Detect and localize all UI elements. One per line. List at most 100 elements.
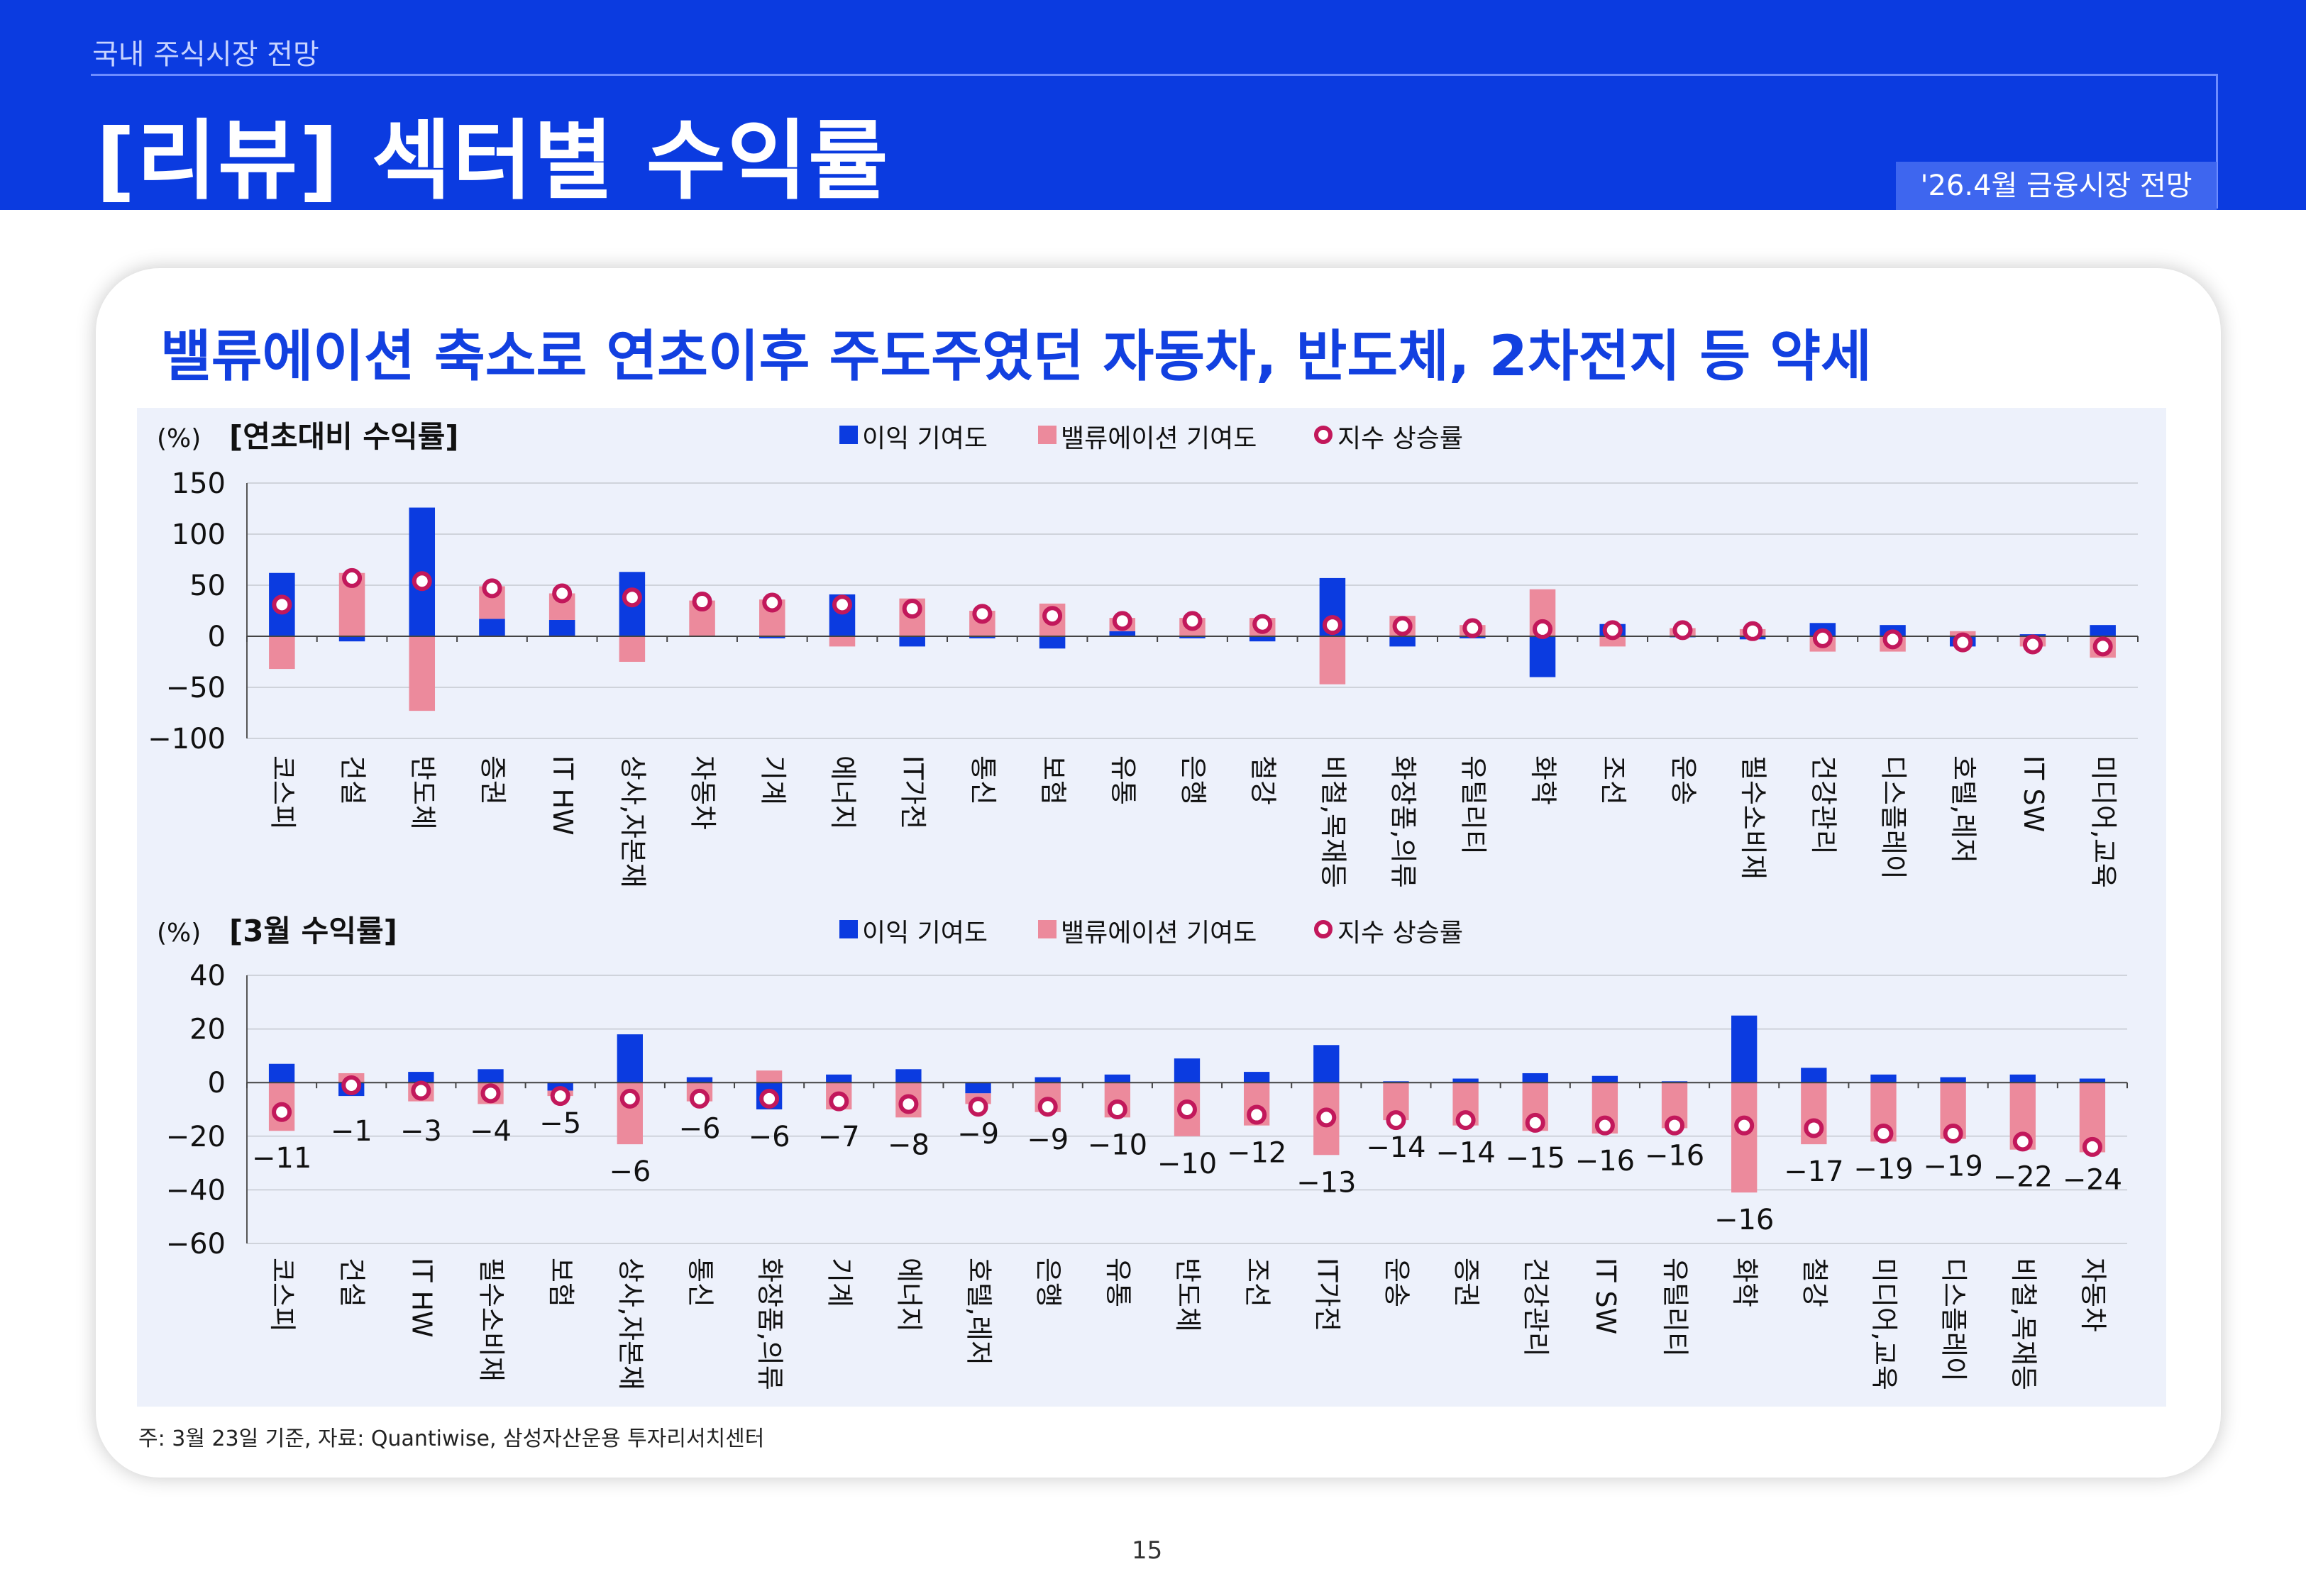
bar-valuation bbox=[269, 636, 295, 670]
data-label: −1 bbox=[331, 1115, 373, 1148]
page-header: 국내 주식시장 전망 [리뷰] 섹터별 수익률 '26.4월 금융시장 전망 bbox=[0, 0, 2306, 211]
legend-marker-index bbox=[1314, 920, 1333, 938]
data-label: −10 bbox=[1157, 1148, 1217, 1180]
index-point bbox=[342, 567, 363, 588]
source-note: 주: 3월 23일 기준, 자료: Quantiwise, 삼성자산운용 투자리… bbox=[138, 1426, 765, 1451]
y-tick-label: 100 bbox=[172, 519, 226, 551]
category-label: IT SW bbox=[1590, 1258, 1621, 1334]
category-label: 유틸리티 bbox=[1660, 1258, 1691, 1357]
legend-swatch-earnings bbox=[839, 920, 858, 938]
data-label: −16 bbox=[1714, 1204, 1774, 1236]
bar-earnings bbox=[2090, 625, 2116, 636]
data-label: −17 bbox=[1784, 1156, 1843, 1188]
category-label: 철강 bbox=[1247, 755, 1279, 805]
index-point bbox=[1177, 1099, 1197, 1119]
category-label: 유통 bbox=[1108, 755, 1139, 805]
index-point bbox=[689, 1088, 710, 1109]
category-label: 디스플레이 bbox=[1938, 1258, 1970, 1382]
bar-earnings bbox=[826, 1074, 852, 1083]
bar-earnings bbox=[479, 619, 505, 636]
bar-earnings bbox=[548, 619, 575, 636]
y-tick-label: −40 bbox=[166, 1174, 226, 1207]
legend-label: 지수 상승률 bbox=[1337, 424, 1463, 453]
category-label: 상사,자본재 bbox=[615, 1258, 646, 1390]
page-title: [리뷰] 섹터별 수익률 bbox=[96, 111, 890, 211]
category-label: 건설 bbox=[336, 1258, 368, 1307]
index-point bbox=[1392, 616, 1413, 636]
index-point bbox=[898, 1094, 919, 1114]
y-tick-label: 40 bbox=[189, 960, 226, 992]
legend-label: 이익 기여도 bbox=[862, 919, 988, 948]
index-point bbox=[1812, 628, 1833, 648]
bar-earnings bbox=[1870, 1074, 1897, 1083]
category-label: 화학 bbox=[1528, 755, 1559, 805]
bar-earnings bbox=[478, 1069, 504, 1083]
category-label: 건강관리 bbox=[1521, 1258, 1552, 1357]
index-point bbox=[1252, 614, 1273, 634]
data-label: −10 bbox=[1088, 1129, 1147, 1161]
category-label: 은행 bbox=[1178, 755, 1209, 805]
bar-earnings bbox=[1731, 1015, 1758, 1083]
category-label: 조선 bbox=[1598, 755, 1629, 805]
index-point bbox=[1316, 1107, 1337, 1128]
data-label: −6 bbox=[609, 1156, 651, 1188]
legend-label: 밸류에이션 기여도 bbox=[1061, 424, 1257, 453]
bar-earnings bbox=[1249, 636, 1276, 642]
bar-earnings bbox=[1039, 636, 1066, 649]
bar-valuation bbox=[1731, 1082, 1758, 1193]
legend-label: 지수 상승률 bbox=[1337, 919, 1463, 948]
index-point bbox=[968, 1097, 988, 1117]
category-label: 호텔,레저 bbox=[964, 1258, 995, 1365]
bar-valuation bbox=[829, 636, 856, 647]
bar-earnings bbox=[1243, 1072, 1270, 1083]
data-label: −19 bbox=[1923, 1151, 1982, 1183]
category-label: 비철,목재등 bbox=[2008, 1258, 2039, 1390]
bar-earnings bbox=[969, 636, 995, 638]
data-label: −3 bbox=[400, 1115, 442, 1148]
data-label: −6 bbox=[678, 1113, 720, 1146]
index-point bbox=[1665, 1115, 1685, 1136]
index-point bbox=[411, 1080, 431, 1101]
y-tick-label: 0 bbox=[208, 621, 226, 653]
index-point bbox=[482, 578, 502, 599]
bar-earnings bbox=[1313, 1045, 1340, 1083]
index-point bbox=[272, 594, 292, 615]
category-label: 운송 bbox=[1667, 755, 1699, 805]
category-label: IT HW bbox=[406, 1258, 437, 1338]
index-point bbox=[341, 1075, 362, 1095]
category-label: 호텔,레저 bbox=[1948, 755, 1979, 863]
index-point bbox=[1672, 620, 1693, 641]
data-label: −16 bbox=[1645, 1139, 1704, 1172]
legend-swatch-valuation bbox=[1038, 920, 1057, 938]
category-label: IT HW bbox=[547, 755, 578, 836]
bar-earnings bbox=[1174, 1058, 1201, 1083]
edition-badge: '26.4월 금융시장 전망 bbox=[1896, 162, 2217, 210]
bar-valuation bbox=[756, 1070, 783, 1083]
index-point bbox=[1112, 611, 1132, 631]
category-label: 필수소비재 bbox=[1738, 755, 1769, 880]
category-label: IT가전 bbox=[1311, 1258, 1342, 1331]
category-label: 미디어,교육 bbox=[1868, 1258, 1899, 1390]
index-point bbox=[552, 583, 573, 604]
bar-earnings bbox=[1940, 1077, 1966, 1083]
data-label: −8 bbox=[888, 1129, 929, 1161]
index-point bbox=[1462, 618, 1483, 638]
data-label: −6 bbox=[749, 1121, 790, 1153]
index-point bbox=[1182, 611, 1203, 631]
bar-earnings bbox=[686, 1077, 713, 1083]
category-label: 비철,목재등 bbox=[1318, 755, 1349, 888]
index-point bbox=[2092, 636, 2113, 657]
index-point bbox=[619, 1088, 640, 1109]
bar-earnings bbox=[965, 1082, 991, 1094]
breadcrumb: 국내 주식시장 전망 bbox=[92, 38, 319, 71]
y-axis-unit: (%) bbox=[157, 424, 201, 453]
category-label: 에너지 bbox=[827, 755, 859, 830]
charts-svg: (%) [연초대비 수익률] 이익 기여도 밸류에이션 기여도 지수 상승률150100… bbox=[148, 419, 2139, 1390]
bar-earnings bbox=[1035, 1077, 1061, 1083]
bar-earnings bbox=[759, 636, 785, 638]
index-point bbox=[832, 594, 852, 615]
category-label: 증권 bbox=[1451, 1258, 1482, 1307]
data-label: −14 bbox=[1435, 1137, 1495, 1170]
index-point bbox=[972, 604, 993, 624]
index-point bbox=[1455, 1110, 1476, 1131]
